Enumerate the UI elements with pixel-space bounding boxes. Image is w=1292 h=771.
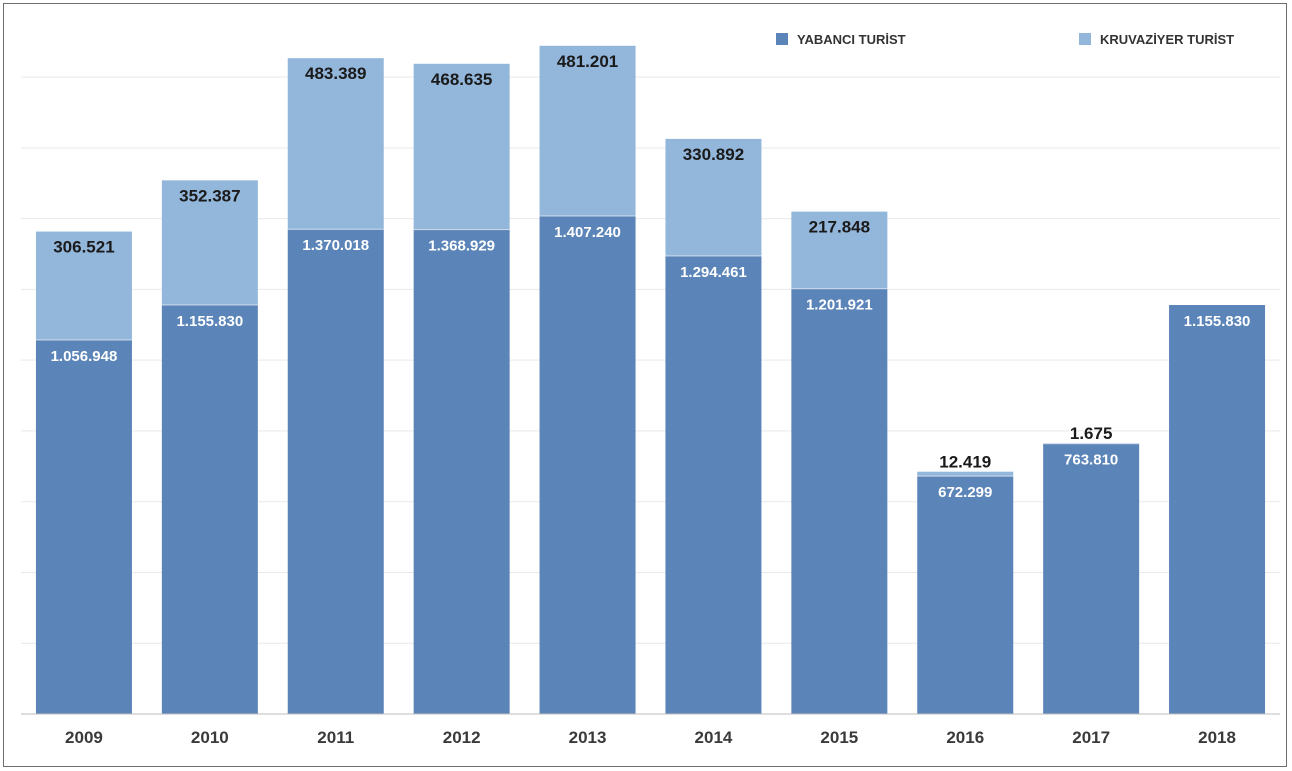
x-tick-2010: 2010	[191, 728, 229, 747]
data-label-yabanci-2013: 1.407.240	[554, 224, 621, 241]
legend-item-kruvaziyer: KRUVAZİYER TURİST	[1079, 32, 1234, 47]
bar-yabanci-2014	[665, 255, 762, 714]
x-tick-2014: 2014	[695, 728, 733, 747]
legend: YABANCI TURİST KRUVAZİYER TURİST	[776, 32, 1234, 47]
bar-yabanci-2017	[1043, 443, 1140, 714]
data-label-kruvaziyer-2011: 483.389	[305, 64, 366, 83]
data-label-yabanci-2010: 1.155.830	[176, 313, 243, 330]
legend-swatch-kruvaziyer	[1079, 33, 1091, 45]
legend-label-yabanci: YABANCI TURİST	[797, 32, 906, 47]
legend-swatch-yabanci	[776, 33, 788, 45]
stacked-bar-chart: 1.056.948 306.521 1.155.830 352.387 1.370.01…	[21, 32, 1280, 747]
legend-label-kruvaziyer: KRUVAZİYER TURİST	[1100, 32, 1234, 47]
chart-frame: 1.056.948 306.521 1.155.830 352.387 1.370.01…	[3, 3, 1287, 767]
bar-kruvaziyer-2014	[665, 138, 762, 256]
data-label-yabanci-2012: 1.368.929	[428, 238, 495, 255]
data-label-yabanci-2017: 763.810	[1064, 452, 1118, 469]
x-tick-2017: 2017	[1072, 728, 1110, 747]
bar-kruvaziyer-2013	[539, 45, 636, 217]
data-label-kruvaziyer-2013: 481.201	[557, 52, 618, 71]
data-label-kruvaziyer-2009: 306.521	[53, 238, 114, 257]
bar-yabanci-2012	[413, 229, 510, 714]
x-tick-2015: 2015	[820, 728, 858, 747]
bar-kruvaziyer-2011	[287, 58, 384, 230]
data-label-kruvaziyer-2016: 12.419	[939, 453, 991, 472]
bar-kruvaziyer-2016	[917, 471, 1014, 477]
bar-yabanci-2010	[161, 305, 258, 714]
data-label-kruvaziyer-2012: 468.635	[431, 70, 492, 89]
x-tick-2016: 2016	[946, 728, 984, 747]
data-label-yabanci-2015: 1.201.921	[806, 297, 873, 314]
data-label-yabanci-2016: 672.299	[938, 484, 992, 501]
bar-kruvaziyer-2015	[791, 211, 888, 289]
bar-yabanci-2009	[35, 340, 132, 714]
data-label-kruvaziyer-2014: 330.892	[683, 145, 744, 164]
legend-item-yabanci: YABANCI TURİST	[776, 32, 906, 47]
data-label-yabanci-2014: 1.294.461	[680, 264, 747, 281]
bar-yabanci-2011	[287, 229, 384, 714]
x-tick-2018: 2018	[1198, 728, 1236, 747]
bar-yabanci-2015	[791, 288, 888, 714]
data-label-kruvaziyer-2017: 1.675	[1070, 424, 1113, 443]
x-axis-ticks: 2009 2010 2011 2012 2013 2014 2015 2016 2017 2018	[65, 728, 1236, 747]
x-tick-2009: 2009	[65, 728, 103, 747]
bar-kruvaziyer-2009	[35, 231, 132, 341]
bar-kruvaziyer-2012	[413, 63, 510, 230]
x-tick-2012: 2012	[443, 728, 481, 747]
bar-yabanci-2016	[917, 476, 1014, 714]
data-label-kruvaziyer-2010: 352.387	[179, 186, 240, 205]
bar-yabanci-2018	[1169, 305, 1266, 714]
data-label-yabanci-2009: 1.056.948	[51, 348, 118, 365]
data-label-kruvaziyer-2015: 217.848	[809, 218, 870, 237]
data-label-yabanci-2018: 1.155.830	[1184, 313, 1251, 330]
bar-yabanci-2013	[539, 216, 636, 715]
bar-kruvaziyer-2010	[161, 180, 258, 306]
x-tick-2011: 2011	[317, 728, 354, 747]
x-tick-2013: 2013	[569, 728, 607, 747]
bars	[35, 45, 1266, 715]
data-labels: 1.056.948 306.521 1.155.830 352.387 1.370.01…	[51, 52, 1251, 501]
data-label-yabanci-2011: 1.370.018	[302, 237, 369, 254]
